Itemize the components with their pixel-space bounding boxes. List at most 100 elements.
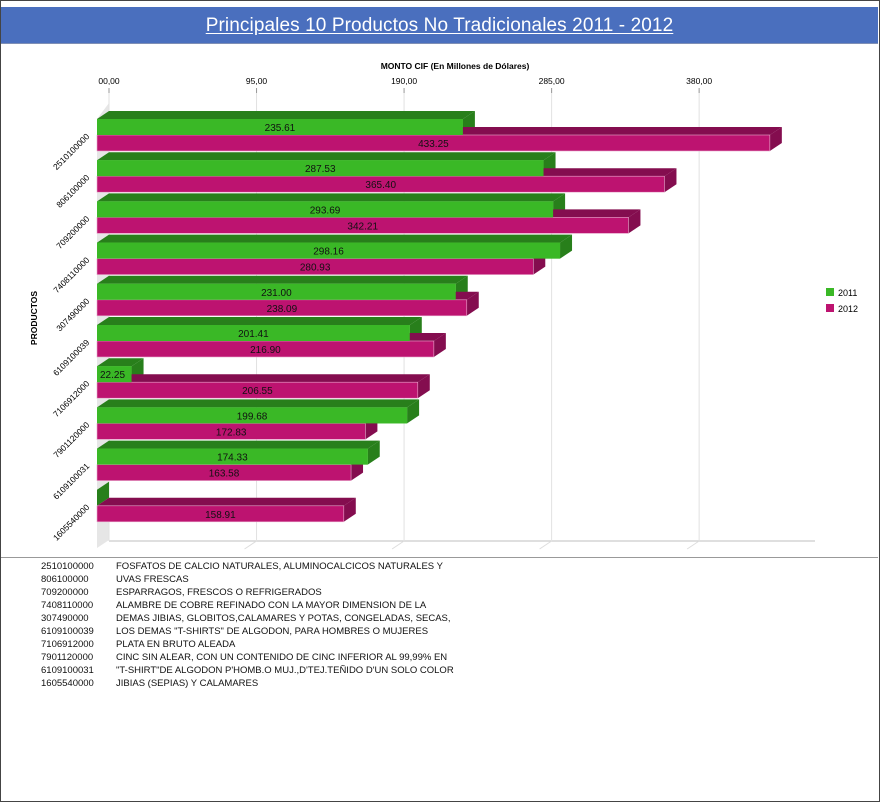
bar-side-face (343, 497, 356, 522)
legend: 2011 2012 (826, 288, 858, 314)
product-code: 709200000 (41, 587, 89, 598)
bar-top-face (97, 497, 356, 506)
category-label: 7901120000 (51, 420, 91, 460)
data-label-2012: 280.93 (300, 263, 331, 274)
bar-top-face (97, 111, 475, 119)
section-divider (1, 557, 878, 558)
data-label-2012: 238.09 (267, 304, 298, 315)
legend-label-2011: 2011 (838, 288, 857, 298)
description-row: 307490000 DEMAS JIBIAS, GLOBITOS,CALAMARE… (41, 612, 454, 625)
x-axis-title: MONTO CIF (En Millones de Dólares) (381, 61, 530, 71)
data-label-2011: 231.00 (261, 288, 292, 299)
bar-top-face (97, 440, 380, 449)
bar-top-face (97, 234, 573, 243)
bar-front-face-2011 (97, 448, 368, 465)
legend-swatch-2011 (826, 288, 834, 296)
bar-side-face (560, 234, 573, 259)
x-tick-label: 00,00 (98, 76, 120, 86)
data-label-2011: 174.33 (217, 453, 248, 464)
floor-tick (391, 540, 405, 550)
legend-swatch-2012 (826, 304, 834, 312)
category-label: 6109100031 (51, 461, 92, 502)
product-description: ALAMBRE DE COBRE REFINADO CON LA MAYOR D… (116, 600, 427, 611)
data-label-2011: 201.41 (238, 329, 269, 340)
floor-tick (686, 540, 700, 550)
bar-side-face (417, 374, 430, 399)
bars-layer (96, 111, 782, 523)
description-row: 2510100000 FOSFATOS DE CALCIO NATURALES, … (41, 560, 454, 573)
description-row: 6109100031 "T-SHIRT"DE ALGODON P'HOMB.O M… (41, 664, 454, 677)
bar-side-face (769, 127, 782, 151)
product-description: ESPARRAGOS, FRESCOS O REFRIGERADOS (116, 587, 322, 598)
product-code: 307490000 (41, 613, 89, 624)
bar-side-face (628, 209, 641, 234)
floor-tick (539, 540, 552, 550)
data-label-2012: 206.55 (242, 386, 273, 397)
data-label-2012: 365.40 (365, 180, 396, 191)
product-description: LOS DEMAS "T-SHIRTS" DE ALGODON, PARA HO… (116, 626, 429, 637)
data-label-2012: 172.83 (216, 427, 247, 438)
bar-2012 (96, 374, 430, 399)
bar-top-face (97, 358, 144, 367)
description-row: 7901120000 CINC SIN ALEAR, CON UN CONTENI… (41, 651, 454, 664)
data-label-2011: 22.25 (100, 370, 125, 381)
description-row: 7408110000 ALAMBRE DE COBRE REFINADO CON … (41, 599, 454, 612)
legend-label-2012: 2012 (838, 304, 858, 314)
x-tick-label: 95,00 (246, 76, 268, 86)
data-label-2012: 158.91 (205, 510, 236, 521)
category-label: 2510100000 (51, 131, 92, 172)
bar-side-face (466, 291, 479, 316)
product-description: "T-SHIRT"DE ALGODON P'HOMB.O MUJ.,D'TEJ.… (116, 665, 454, 676)
data-label-2011: 235.61 (265, 123, 296, 134)
bar-top-face (97, 193, 566, 202)
description-row: 806100000 UVAS FRESCAS (41, 573, 454, 586)
product-description: UVAS FRESCAS (116, 574, 189, 585)
product-code: 6109100039 (41, 626, 94, 637)
product-code: 6109100031 (41, 665, 94, 676)
bar-top-face (97, 152, 556, 161)
product-description: JIBIAS (SEPIAS) Y CALAMARES (116, 678, 259, 689)
data-label-2012: 433.25 (418, 139, 449, 150)
description-row: 7106912000 PLATA EN BRUTO ALEADA (41, 638, 454, 651)
x-tick-label: 190,00 (391, 76, 417, 86)
product-description: FOSFATOS DE CALCIO NATURALES, ALUMINOCAL… (116, 561, 443, 572)
category-label: 709200000 (54, 214, 91, 251)
page-title: Principales 10 Productos No Tradicionale… (205, 15, 674, 36)
category-label: 806100000 (54, 172, 91, 209)
bar-front-face-2011 (97, 366, 132, 383)
description-row: 6109100039 LOS DEMAS "T-SHIRTS" DE ALGODO… (41, 625, 454, 638)
x-tick-label: 285,00 (539, 76, 565, 86)
product-code: 1605540000 (41, 678, 94, 689)
bar-top-face (97, 317, 422, 325)
bar-top-face (97, 374, 430, 383)
product-code: 7408110000 (41, 600, 94, 611)
bar-front-face (96, 505, 345, 523)
bar-front-face-2011 (97, 325, 410, 341)
bar-front-face-2011 (97, 283, 456, 300)
product-code: 2510100000 (41, 561, 94, 572)
bar-side-face (367, 440, 380, 465)
category-label: 307490000 (54, 296, 91, 333)
bar-front-face-2011 (97, 119, 463, 135)
data-label-2012: 163.58 (209, 469, 240, 480)
data-label-2011: 287.53 (305, 164, 336, 175)
bar-front-face-2011 (97, 407, 408, 424)
product-code: 806100000 (41, 574, 89, 585)
category-label: 7106912000 (51, 378, 92, 419)
bar-front-face-2011 (97, 201, 554, 218)
product-description-table: 2510100000 FOSFATOS DE CALCIO NATURALES, … (41, 560, 454, 690)
product-description: CINC SIN ALEAR, CON UN CONTENIDO DE CINC… (116, 652, 448, 663)
category-label: 1605540000 (51, 502, 92, 543)
bar-side-face (664, 168, 677, 193)
floor-tick (244, 540, 257, 550)
product-code: 7901120000 (41, 652, 94, 663)
bar-front-face-2011 (97, 160, 544, 177)
bar-top-face (97, 275, 468, 284)
bar-2012 (96, 497, 356, 523)
x-tick-label: 380,00 (686, 76, 712, 86)
bar-chart: 00,00 95,00 190,00 285,00 380,00 2510100000 23… (29, 61, 858, 550)
product-description: DEMAS JIBIAS, GLOBITOS,CALAMARES Y POTAS… (116, 613, 451, 624)
bar-top-face (97, 399, 420, 408)
bar-side-face (407, 399, 420, 424)
description-row: 709200000 ESPARRAGOS, FRESCOS O REFRIGERA… (41, 586, 454, 599)
